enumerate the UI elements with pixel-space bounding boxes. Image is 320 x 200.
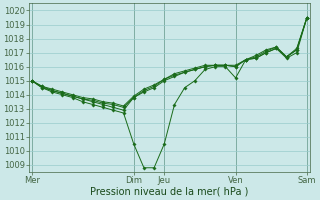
X-axis label: Pression niveau de la mer( hPa ): Pression niveau de la mer( hPa ) [90,187,249,197]
